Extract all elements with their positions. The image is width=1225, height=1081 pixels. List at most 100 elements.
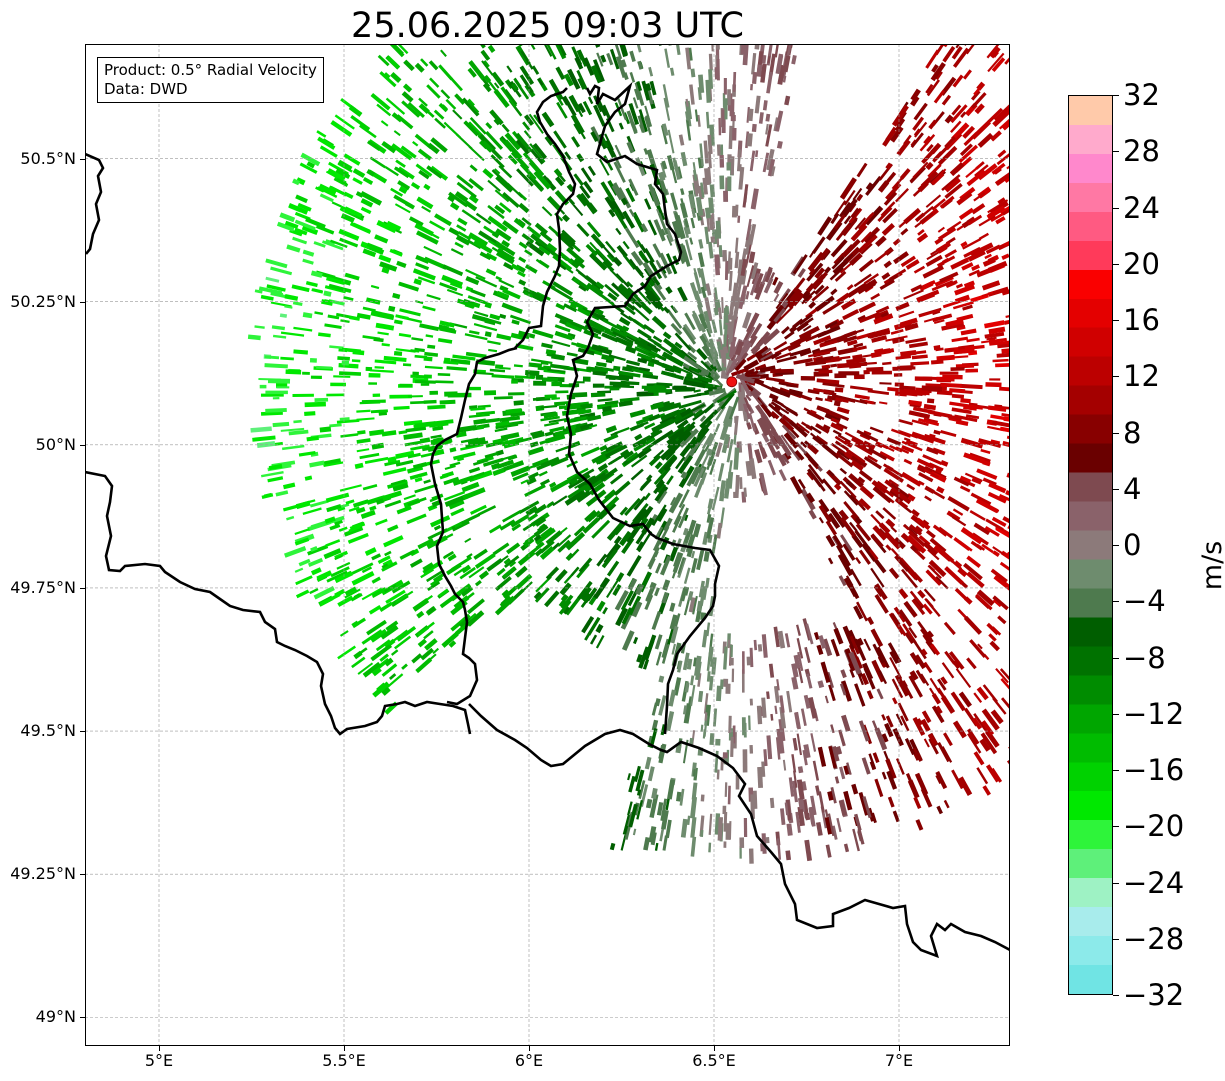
radar-echo-gate [679,202,688,219]
radar-echo-gate [651,719,659,731]
radar-echo-gate [903,600,918,618]
radar-echo-gate [893,606,907,623]
radar-echo-gate [805,623,814,645]
radar-echo-gate [379,261,398,272]
radar-echo-gate [842,198,858,218]
radar-echo-gate [518,500,540,515]
radar-echo-gate [876,646,890,669]
radar-echo-gate [582,100,593,116]
radar-echo-gate [971,92,987,109]
radar-echo-gate [577,580,593,600]
radar-echo-gate [506,542,521,555]
radar-echo-gate [967,214,983,226]
radar-echo-gate [380,625,399,640]
radar-echo-gate [315,224,335,235]
radar-echo-gate [474,311,489,318]
radar-echo-gate [573,357,589,366]
radar-echo-gate [525,240,545,257]
radar-echo-gate [450,77,463,92]
radar-echo-gate [381,686,391,696]
radar-echo-gate [849,385,873,392]
radar-echo-gate [393,130,401,137]
radar-echo-gate [977,163,998,181]
longitude-tick-label: 6°E [514,1051,544,1070]
radar-echo-gate [395,159,406,168]
radar-echo-gate [673,411,693,423]
radar-echo-gate [851,783,859,795]
radar-echo-gate [284,294,299,301]
radar-echo-gate [799,348,812,357]
radar-echo-gate [796,422,810,434]
radar-echo-gate [352,499,369,508]
radar-echo-gate [923,588,936,602]
radar-echo-gate [721,109,725,127]
radar-echo-gate [997,149,1007,158]
radar-echo-gate [863,282,877,292]
radar-echo-gate [991,626,1002,636]
radar-echo-gate [905,439,918,448]
radar-echo-gate [894,674,910,697]
radar-echo-gate [906,534,927,554]
radar-echo-gate [626,281,634,288]
radar-echo-gate [856,637,864,647]
radar-echo-gate [956,191,973,206]
radar-echo-gate [886,437,902,446]
radar-echo-gate [854,683,866,707]
radar-echo-gate [808,509,817,520]
radar-echo-gate [925,529,936,539]
radar-echo-gate [975,498,999,514]
radar-echo-gate [640,223,649,233]
radar-echo-gate [995,668,1009,684]
radar-echo-gate [418,226,440,240]
radar-echo-gate [923,403,937,411]
radar-echo-gate [362,306,376,312]
radar-echo-gate [797,766,804,774]
radar-echo-gate [648,413,661,422]
radar-echo-gate [427,344,436,349]
radar-echo-gate [252,435,276,442]
radar-echo-gate [775,435,792,457]
radar-echo-gate [879,279,895,291]
radar-echo-gate [691,209,697,218]
radar-echo-gate [351,656,366,669]
radar-echo-gate [870,293,881,301]
radar-echo-gate [445,98,457,110]
radar-echo-gate [991,57,1006,73]
radar-echo-gate [309,587,319,595]
radar-echo-gate [538,245,551,256]
radar-echo-gate [974,164,989,177]
radar-echo-gate [661,123,669,137]
radar-echo-gate [971,717,983,730]
radar-echo-gate [525,370,540,376]
radar-echo-gate [859,311,881,324]
radar-echo-gate [869,426,884,434]
radar-echo-gate [729,257,733,270]
radar-echo-gate [928,738,939,755]
map-area[interactable] [85,44,1010,1046]
radar-echo-gate [885,544,892,551]
radar-echo-gate [572,204,584,217]
radar-echo-gate [628,208,635,217]
radar-echo-gate [997,342,1010,349]
radar-echo-gate [839,177,857,200]
radar-echo-gate [642,413,654,421]
colorbar-tick-label: −28 [1123,921,1185,956]
radar-echo-gate [459,513,481,526]
colorbar-tick-label: 28 [1123,134,1160,169]
radar-echo-gate [835,292,850,305]
radar-echo-gate [667,44,672,46]
radar-echo-gate [832,255,852,274]
radar-echo-gate [366,168,376,177]
radar-echo-gate [600,181,615,202]
radar-echo-gate [996,352,1010,358]
radar-echo-gate [467,386,481,391]
radar-echo-gate [561,214,570,223]
radar-echo-gate [717,307,723,320]
radar-echo-gate [770,368,794,374]
radar-echo-gate [383,72,391,79]
radar-echo-gate [401,91,414,103]
radar-echo-gate [935,705,943,715]
radar-echo-gate [668,492,684,514]
radar-echo-gate [295,177,306,186]
border-luxembourg-west [429,87,577,706]
